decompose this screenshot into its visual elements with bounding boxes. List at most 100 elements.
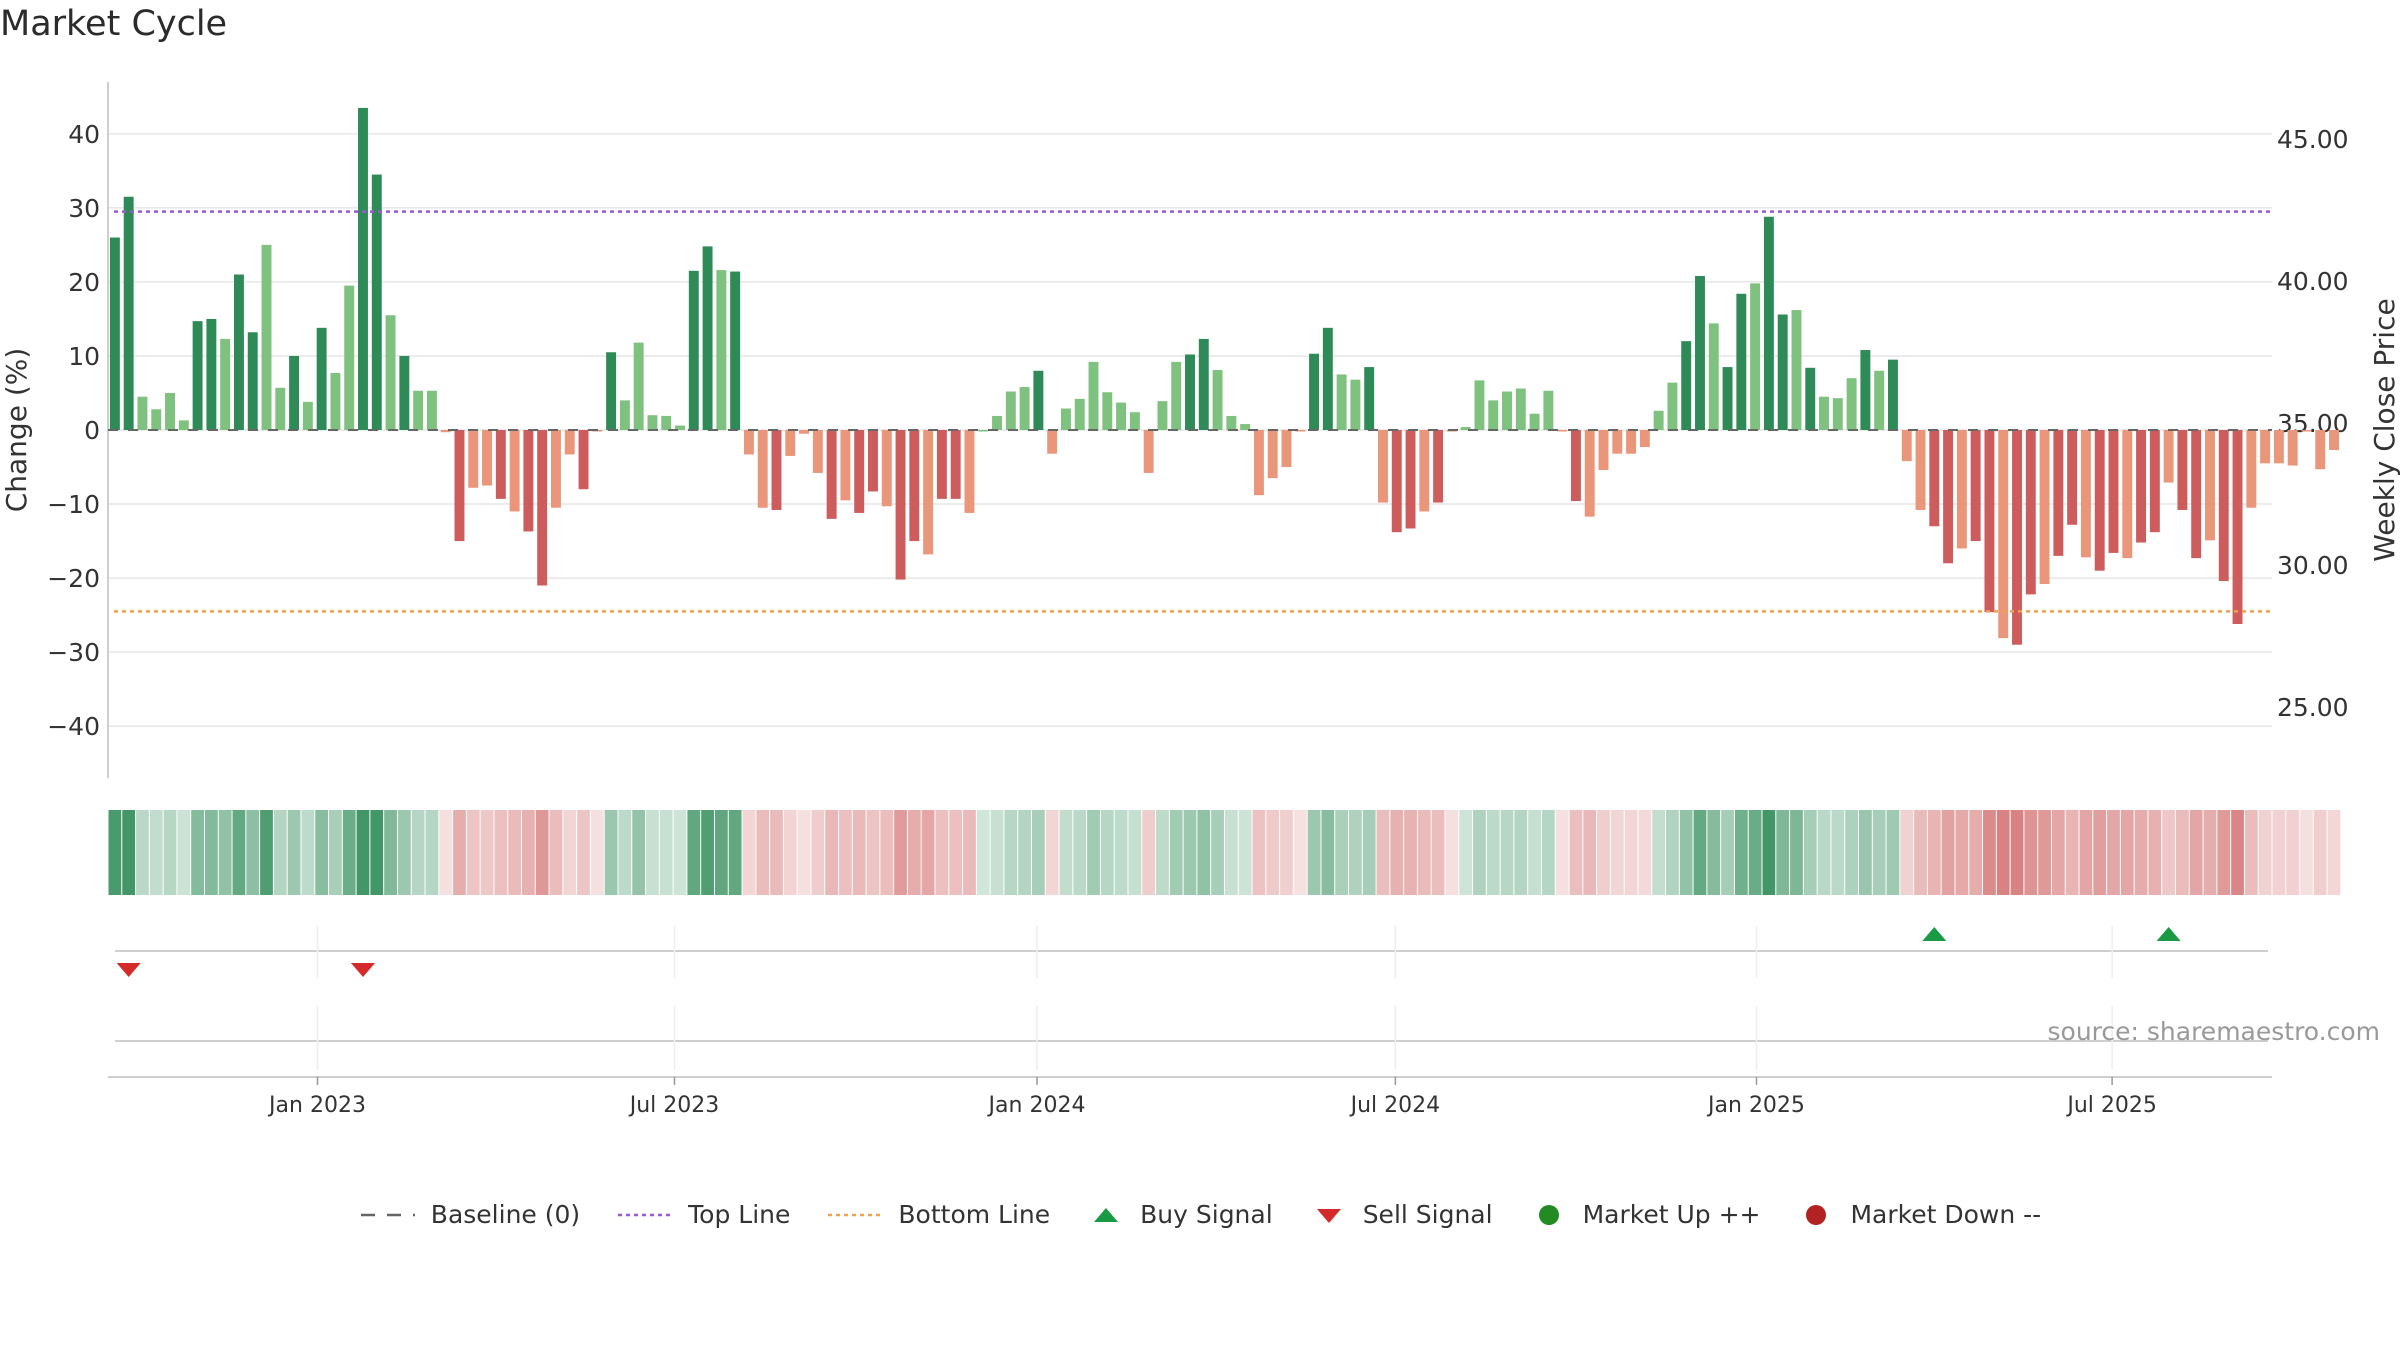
bar [537,430,548,586]
heat-strip-cell [522,810,535,895]
bar [358,107,368,431]
bar [192,321,203,430]
heat-strip-cell [1734,810,1748,895]
bar [1212,370,1223,430]
heat-strip-cell [1541,810,1555,895]
bar [1295,430,1306,432]
heat-strip-cell [1941,810,1955,895]
bar [1350,379,1361,430]
y2-axis-label: Weekly Close Price [2368,298,2400,561]
heat-strip-cell [1528,810,1541,895]
heat-strip-cell [1762,810,1776,895]
bar [137,396,148,430]
heat-strip-cell [839,810,852,895]
bar [316,327,327,430]
heat-strip-cell [2300,810,2313,895]
bar [2246,430,2257,508]
heat-strip-cell [1224,810,1238,895]
bar [550,430,561,508]
bar [799,430,810,434]
heat-strip-cell [1114,810,1128,895]
bar [854,430,865,513]
heat-strip-cell [1197,810,1211,895]
heat-strip-cell [2093,810,2107,895]
heat-strip-cell [287,810,301,895]
bar [2080,430,2091,558]
heat-strip-cell [480,810,494,895]
bar [1736,293,1747,430]
sell-signal-marker [116,963,141,977]
heat-strip-cell [618,810,632,895]
heat-strip-cell [1638,810,1652,895]
heat-strip-cell [1858,810,1872,895]
bar [1612,430,1623,454]
bar [1777,314,1788,430]
bar [289,355,300,430]
heat-strip-cell [108,810,122,895]
heat-strip-cell [301,810,315,895]
heat-strip-cell [1900,810,1914,895]
heat-strip-cell [880,810,894,895]
bar [1681,341,1692,430]
heat-strip-cell [1569,810,1583,895]
bar [413,390,424,430]
heat-strip-cell [329,810,342,895]
heat-strip-cell [1721,810,1734,895]
x-tick-label: Jul 2024 [1349,1093,1441,1118]
heat-strip-cell [2217,810,2231,895]
legend-label-bottom-line: Bottom Line [898,1200,1051,1229]
heat-strip-cell [1266,810,1280,895]
bar [1626,430,1637,454]
bar [1460,427,1471,430]
bar [454,430,465,542]
bar [426,390,437,430]
bar [1998,430,2009,639]
bar [578,430,589,490]
heat-strip-cell [921,810,935,895]
bar [1336,374,1347,430]
heat-strip-cell [756,810,770,895]
bar [923,430,934,555]
bottom-line-dotted-icon [828,1213,883,1216]
heat-strip-cell [453,810,466,895]
legend-item-baseline: Baseline (0) [359,1200,580,1229]
bar [2273,430,2284,464]
bar [2205,430,2215,541]
heat-strip-cell [1156,810,1169,895]
heat-strip-cell [466,810,480,895]
bar [909,430,920,542]
heat-strip-cell [659,810,673,895]
bar [1240,424,1251,430]
bar [2122,430,2133,559]
bar [2260,430,2271,464]
bar [1667,382,1678,430]
bar [275,387,286,430]
bar [1185,354,1195,430]
bar [1929,430,1940,527]
heat-strip-cell [1059,810,1073,895]
bar [261,244,272,430]
heat-strip-cell [1555,810,1569,895]
heat-strip-cell [811,810,825,895]
bar [2287,430,2298,466]
heat-strip-cell [439,810,453,895]
bar [385,315,396,430]
bar [2149,430,2160,533]
sell-signal-marker [350,963,375,977]
heat-strip-cell [1473,810,1486,895]
heat-strip-cell [2286,810,2300,895]
y-tick-label: 20 [68,268,100,297]
bar [109,237,120,430]
bar [2218,430,2229,582]
bar [1557,430,1568,432]
bar [2136,430,2147,543]
y-tick-label: −20 [47,564,100,593]
heat-strip-cell [1045,810,1059,895]
heat-strip-cell [149,810,163,895]
heat-strip-cell [1845,810,1858,895]
heat-strip-cell [232,810,246,895]
heat-strip-cell [204,810,218,895]
heat-strip-cell [218,810,232,895]
bar [2191,430,2202,559]
bar [964,430,975,513]
